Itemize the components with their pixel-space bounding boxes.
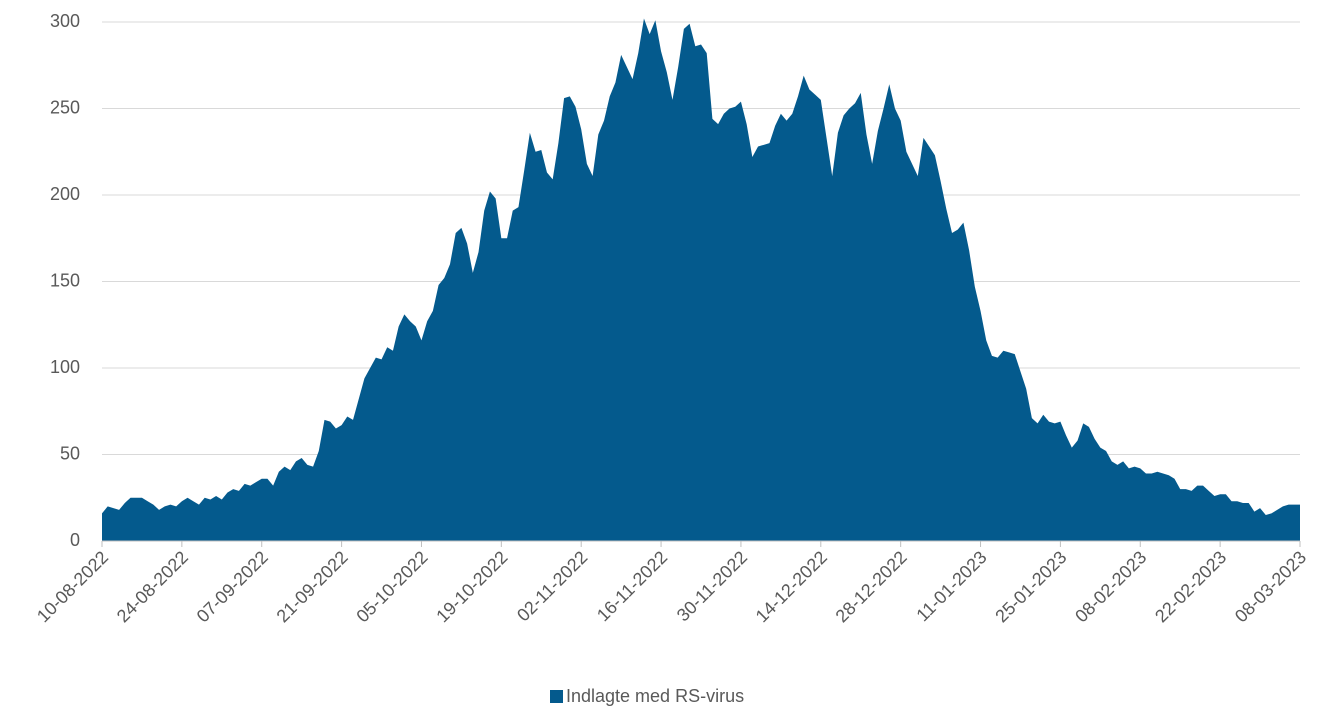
x-tick-label: 28-12-2022 (832, 547, 911, 626)
x-tick-label: 24-08-2022 (113, 547, 192, 626)
area (102, 18, 1300, 542)
x-tick-label: 02-11-2022 (513, 547, 591, 625)
y-tick-label: 50 (60, 443, 80, 463)
x-tick-label: 14-12-2022 (752, 547, 831, 626)
x-tick-label: 22-02-2023 (1151, 547, 1230, 626)
y-tick-label: 100 (50, 357, 80, 377)
y-tick-label: 250 (50, 97, 80, 117)
legend-swatch (550, 690, 563, 703)
legend-label: Indlagte med RS-virus (566, 686, 744, 706)
x-tick-label: 30-11-2022 (673, 547, 751, 625)
y-tick-label: 200 (50, 184, 80, 204)
x-tick-label: 08-02-2023 (1071, 547, 1150, 626)
x-tick-label: 16-11-2022 (593, 547, 671, 625)
y-tick-label: 0 (70, 530, 80, 550)
x-tick-label: 07-09-2022 (193, 547, 272, 626)
x-tick-label: 19-10-2022 (432, 547, 511, 626)
x-tick-label: 05-10-2022 (352, 547, 431, 626)
y-tick-label: 150 (50, 270, 80, 290)
y-tick-label: 300 (50, 11, 80, 31)
x-tick-label: 21-09-2022 (273, 547, 352, 626)
x-tick-label: 10-08-2022 (33, 547, 112, 626)
x-tick-label: 25-01-2023 (991, 547, 1070, 626)
x-tick-label: 11-01-2023 (912, 547, 990, 625)
x-tick-label: 08-03-2023 (1231, 547, 1310, 626)
